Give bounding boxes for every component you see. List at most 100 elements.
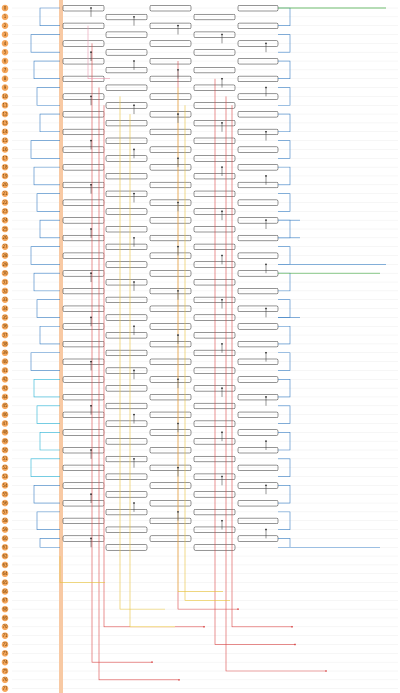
gate-block xyxy=(105,243,148,250)
junction-node xyxy=(90,228,92,230)
row-badge xyxy=(1,570,9,578)
row-number: 43 xyxy=(2,386,8,391)
gate-block xyxy=(193,31,236,38)
main-trunk xyxy=(59,0,63,693)
junction-node xyxy=(90,139,92,142)
gate-block xyxy=(193,420,236,427)
junction-node xyxy=(177,201,179,204)
junction-node xyxy=(133,413,135,416)
row-badge xyxy=(1,614,9,622)
junction-node xyxy=(177,157,179,160)
junction-node xyxy=(133,60,135,62)
gate-block xyxy=(149,376,192,383)
wire-end-dot xyxy=(178,678,180,681)
junction-node xyxy=(265,86,267,89)
row-number: 25 xyxy=(2,226,8,231)
row-badge xyxy=(1,349,9,357)
row-number: 50 xyxy=(2,447,8,452)
row-number: 71 xyxy=(2,633,8,638)
row-number: 0 xyxy=(4,5,7,10)
row-number: 29 xyxy=(2,262,8,267)
row-badge-column: 0123456789101112131415161718192021222324… xyxy=(1,4,9,692)
gate-block xyxy=(193,49,236,56)
row-number: 31 xyxy=(2,279,8,284)
gate-block xyxy=(237,305,279,312)
gate-block xyxy=(149,22,192,29)
row-badge xyxy=(1,446,9,454)
row-badge xyxy=(1,110,9,118)
feedback-wire xyxy=(30,140,60,159)
gate-block xyxy=(105,226,148,233)
row-number: 46 xyxy=(2,412,8,417)
row-number: 30 xyxy=(2,271,8,276)
gate-block xyxy=(105,314,148,321)
gate-block xyxy=(237,517,279,524)
feedback-wire xyxy=(278,140,291,159)
row-badge xyxy=(1,517,9,525)
row-badge xyxy=(1,596,9,604)
gate-block xyxy=(193,173,236,180)
feedback-wire xyxy=(33,60,60,80)
row-badge xyxy=(1,146,9,153)
gate-block xyxy=(105,279,148,286)
gate-block xyxy=(149,341,192,348)
gate-block xyxy=(149,93,192,100)
feedback-wire xyxy=(278,34,291,53)
row-badge xyxy=(1,93,9,100)
row-badge xyxy=(1,199,9,206)
row-number: 63 xyxy=(2,562,8,567)
gate-block xyxy=(193,385,236,392)
gate-block xyxy=(62,22,105,29)
row-number: 7 xyxy=(4,67,7,72)
gate-block xyxy=(149,111,192,118)
junction-node xyxy=(221,431,223,434)
junction-node xyxy=(90,537,92,540)
feedback-wire xyxy=(278,378,291,398)
wire-end-dot xyxy=(291,625,293,628)
feedback-wire xyxy=(278,538,291,548)
gate-block xyxy=(237,146,279,153)
feedback-wire xyxy=(30,34,60,53)
row-badge xyxy=(1,473,9,480)
row-number: 12 xyxy=(2,111,8,116)
junction-node xyxy=(133,502,135,504)
feedback-wire xyxy=(36,87,60,106)
row-badge xyxy=(1,4,9,12)
row-badge xyxy=(1,181,9,189)
junction-node xyxy=(221,475,223,478)
row-number: 44 xyxy=(2,394,8,399)
wire-end-dot xyxy=(294,643,296,646)
row-number: 65 xyxy=(2,580,8,585)
row-number: 55 xyxy=(2,492,8,497)
gate-block xyxy=(193,102,236,109)
row-number: 24 xyxy=(2,218,8,223)
junction-node xyxy=(177,113,179,115)
gate-block xyxy=(237,411,279,418)
row-number: 23 xyxy=(2,209,8,214)
row-badge xyxy=(1,57,9,65)
row-number: 27 xyxy=(2,244,8,249)
row-badge xyxy=(1,314,9,321)
feedback-wire xyxy=(278,352,291,371)
gate-block xyxy=(149,464,192,471)
row-badge xyxy=(1,526,9,533)
signal-wire-yellow xyxy=(184,105,230,601)
row-number: 62 xyxy=(2,553,8,558)
signal-wire-red xyxy=(98,87,179,681)
junction-node xyxy=(133,369,135,372)
gate-block xyxy=(193,509,236,516)
row-badge xyxy=(1,84,9,91)
wire-end-dot xyxy=(237,608,239,611)
row-number: 52 xyxy=(2,465,8,470)
gate-block xyxy=(237,93,279,100)
row-number: 17 xyxy=(2,156,8,161)
gate-block xyxy=(149,217,192,224)
trunk-bar xyxy=(59,0,63,693)
junction-node xyxy=(265,396,267,398)
gate-block xyxy=(149,58,192,65)
junction-node xyxy=(177,334,179,336)
gate-block xyxy=(105,332,148,339)
row-badge xyxy=(1,128,9,136)
junction-node xyxy=(221,122,223,124)
gate-block xyxy=(193,544,236,551)
